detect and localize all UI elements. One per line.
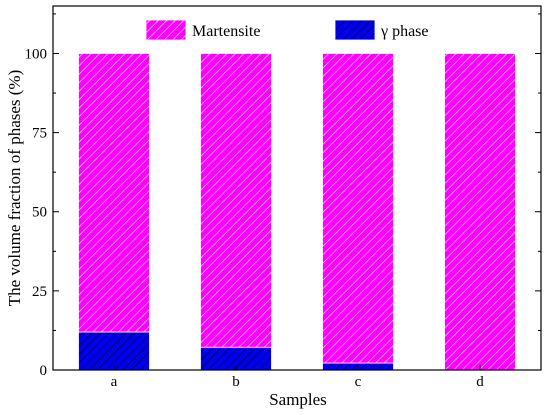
legend-swatch-martensite <box>145 19 187 41</box>
bar-c-martensite <box>322 53 394 364</box>
legend-label-martensite: Martensite <box>192 23 260 40</box>
y-tick-label: 50 <box>32 205 47 221</box>
y-tick-label: 75 <box>32 126 47 142</box>
plot-frame <box>52 5 542 371</box>
legend: Martensite γ phase <box>145 19 429 41</box>
y-tick-label: 100 <box>25 46 48 62</box>
axes-group: 0 25 50 75 100 a b c d <box>25 5 542 390</box>
x-tick-label: c <box>355 374 362 390</box>
bar-a-gamma-phase <box>78 331 150 371</box>
x-tick-label: d <box>476 374 484 390</box>
bars-group <box>78 53 516 371</box>
bar-d-martensite <box>444 53 516 371</box>
y-tick-label: 25 <box>32 284 47 300</box>
x-tick-label: a <box>111 374 118 390</box>
y-tick-label: 0 <box>40 363 48 379</box>
y-axis-label: The volume fraction of phases (%) <box>5 70 24 307</box>
bar-a-martensite <box>78 53 150 333</box>
legend-swatch-gamma-phase <box>334 19 376 41</box>
bar-b-martensite <box>200 53 272 348</box>
x-tick-label: b <box>232 374 240 390</box>
legend-label-gamma-phase: γ phase <box>380 23 429 40</box>
x-axis-label: Samples <box>269 390 327 409</box>
